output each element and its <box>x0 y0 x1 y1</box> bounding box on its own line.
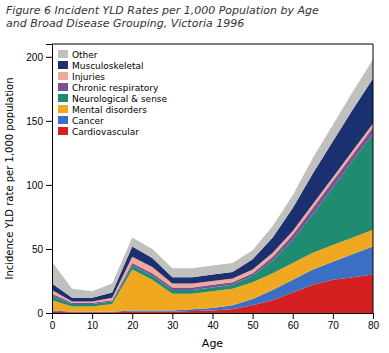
tick: 70 <box>328 313 340 331</box>
tick: 150 <box>26 116 52 127</box>
tick: 30 <box>167 313 179 331</box>
tick-mark <box>46 313 52 314</box>
tick-label: 50 <box>32 244 44 255</box>
tick: 50 <box>32 244 52 255</box>
tick: 200 <box>26 52 52 63</box>
legend-item: Cancer <box>58 116 104 126</box>
tick-label: 50 <box>248 320 260 331</box>
legend-label: Mental disorders <box>72 105 147 115</box>
tick-mark <box>293 313 294 319</box>
title-line: Figure 6 Incident YLD Rates per 1,000 Po… <box>6 4 319 17</box>
tick-mark <box>132 313 133 319</box>
legend-item: Cardiovascular <box>58 127 139 137</box>
tick-mark <box>253 313 254 319</box>
plot: 0 10 20 30 40 50 60 70 80 0 50 100 150 200 OtherMuscul… <box>26 44 379 331</box>
areas <box>52 59 373 313</box>
legend-item: Injuries <box>58 72 105 82</box>
axis-line <box>46 45 53 314</box>
tick: 0 <box>37 308 52 319</box>
legend-label: Neurological & sense <box>72 94 168 104</box>
tick-label: 100 <box>26 180 43 191</box>
tick-label: 10 <box>87 320 99 331</box>
tick-mark <box>213 313 214 319</box>
legend-item: Musculoskeletal <box>58 61 144 71</box>
x-axis: 0 10 20 30 40 50 60 70 80 <box>50 313 380 331</box>
tick-mark <box>46 121 52 122</box>
legend-label: Cardiovascular <box>72 127 139 137</box>
legend-swatch <box>58 72 68 80</box>
tick-label: 200 <box>26 52 43 63</box>
tick-label: 0 <box>37 308 43 319</box>
tick-mark <box>46 249 52 250</box>
tick: 0 <box>50 313 56 331</box>
legend-item: Chronic respiratory <box>58 83 159 93</box>
tick-mark <box>333 313 334 319</box>
title: Figure 6 Incident YLD Rates per 1,000 Po… <box>6 4 319 30</box>
tick: 20 <box>127 313 139 331</box>
tick-label: 80 <box>368 320 380 331</box>
title-line: and Broad Disease Grouping, Victoria 199… <box>6 17 244 30</box>
legend-label: Musculoskeletal <box>72 61 144 71</box>
tick: 40 <box>207 313 219 331</box>
tick-mark <box>373 313 374 319</box>
legend-item: Other <box>58 50 98 60</box>
axis-line <box>53 314 374 320</box>
legend-label: Cancer <box>72 116 104 126</box>
legend-label: Other <box>72 50 98 60</box>
legend-swatch <box>58 105 68 113</box>
legend-label: Chronic respiratory <box>72 83 159 93</box>
legend-item: Neurological & sense <box>58 94 168 104</box>
tick-mark <box>172 313 173 319</box>
frame-top <box>52 44 373 45</box>
chart: Figure 6 Incident YLD Rates per 1,000 Po… <box>0 0 389 353</box>
legend-label: Injuries <box>72 72 105 82</box>
tick-label: 150 <box>26 116 43 127</box>
legend-swatch <box>58 127 68 135</box>
tick: 50 <box>248 313 260 331</box>
legend-swatch <box>58 83 68 91</box>
tick-label: 20 <box>127 320 139 331</box>
legend-swatch <box>58 50 68 58</box>
legend: OtherMusculoskeletalInjuriesChronic resp… <box>58 50 168 137</box>
x-axis-title: Age <box>202 337 224 350</box>
tick-mark <box>46 185 52 186</box>
tick: 100 <box>26 180 52 191</box>
tick-label: 40 <box>207 320 219 331</box>
tick-label: 0 <box>50 320 56 331</box>
legend-swatch <box>58 116 68 124</box>
tick: 60 <box>288 313 300 331</box>
legend-swatch <box>58 61 68 69</box>
area <box>52 59 373 297</box>
y-axis: 0 50 100 150 200 <box>26 45 52 319</box>
tick: 80 <box>368 313 380 331</box>
legend-swatch <box>58 94 68 102</box>
tick-mark <box>46 57 52 58</box>
legend-item: Mental disorders <box>58 105 147 115</box>
frame-right <box>373 44 374 313</box>
y-axis-title: Incidence YLD rate per 1,000 population <box>4 77 15 279</box>
tick-label: 30 <box>167 320 179 331</box>
tick: 10 <box>87 313 99 331</box>
tick-label: 60 <box>288 320 300 331</box>
tick-label: 70 <box>328 320 340 331</box>
tick-mark <box>92 313 93 319</box>
